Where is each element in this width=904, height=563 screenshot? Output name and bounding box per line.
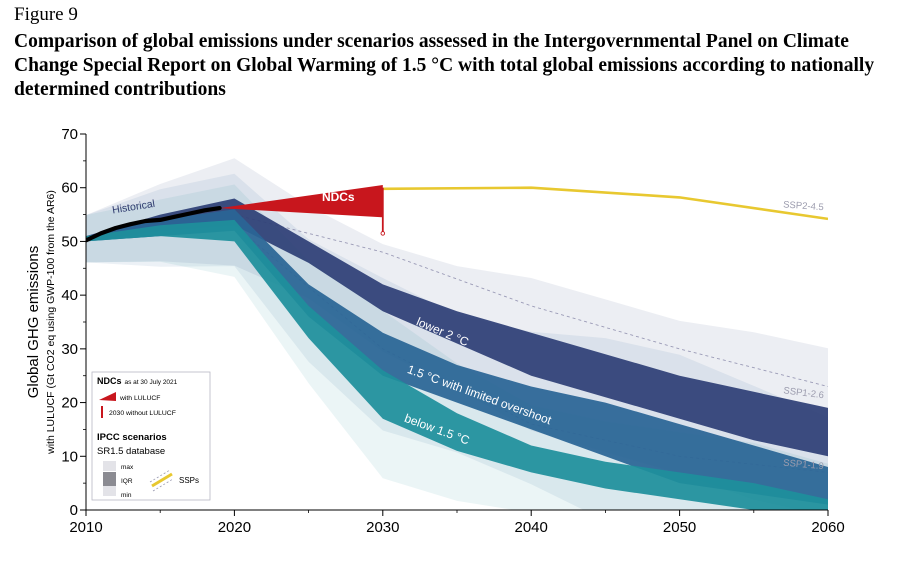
legend-ssp-swatch: [151, 472, 173, 488]
historical-line: [86, 206, 222, 243]
y-tick-label: 20: [61, 395, 78, 412]
legend: NDCs as at 30 July 2021 with LULUCF 2030 …: [91, 371, 211, 501]
ndc-wedge: [219, 185, 383, 218]
y-tick-label: 40: [61, 287, 78, 304]
legend-ndc-title-suffix: as at 30 July 2021: [125, 379, 178, 386]
legend-max-swatch: [103, 461, 116, 471]
legend-ndc-with-swatch: [99, 392, 116, 401]
legend-iqr-label: IQR: [121, 478, 133, 485]
figure-title: Comparison of global emissions under sce…: [14, 31, 875, 100]
ssp-line-ssp2-4-5: [382, 186, 828, 221]
legend-ndc-with-label: with LULUCF: [119, 395, 160, 402]
ssp-label-ssp2-4-5: SSP2-4.5: [783, 199, 824, 213]
x-tick-label: 2040: [515, 519, 548, 536]
legend-ipcc-sub: SR1.5 database: [97, 446, 165, 457]
x-tick-label: 2010: [69, 519, 102, 536]
y-tick-label: 70: [61, 126, 78, 143]
legend-min-swatch: [103, 486, 116, 496]
legend-ndc-title: NDCs as at 30 July 2021: [97, 376, 178, 386]
iqr-band-1-5-c-with-limited-overshoot: [86, 209, 828, 505]
figure-label: Figure 9: [14, 4, 78, 25]
x-tick-label: 2030: [366, 519, 399, 536]
ssp-line-ssp1-2-6: [234, 214, 828, 387]
legend-max-label: max: [121, 464, 134, 471]
legend-ssp-label: SSPs: [179, 476, 199, 485]
legend-ndc-title-main: NDCs: [97, 376, 122, 386]
ssp-label-ssp1-2-6: SSP1-2.6: [783, 385, 825, 401]
legend-min-label: min: [121, 492, 132, 499]
y-tick-label: 10: [61, 448, 78, 465]
legend-ipcc-title: IPCC scenarios: [97, 432, 167, 443]
ndc-without-lulucf-end: [380, 231, 386, 236]
iqr-band-lower-2-c: [86, 198, 828, 457]
ssp-label-ssp1-1-9: SSP1-1.9: [783, 458, 824, 473]
y-tick-label: 50: [61, 233, 78, 250]
legend-ndc-without-swatch: [101, 406, 103, 418]
x-tick-label: 2050: [663, 519, 696, 536]
y-tick-label: 0: [70, 502, 78, 519]
chart-labels: Global GHG emissions with LULUCF (Gt CO2…: [25, 190, 57, 455]
legend-iqr-swatch: [103, 472, 116, 486]
axes: SSP2-4.5SSP1-2.6SSP1-1.90102030405060702…: [61, 126, 844, 536]
x-tick-label: 2020: [218, 519, 251, 536]
legend-ndc-without-label: 2030 without LULUCF: [109, 410, 176, 417]
y-axis-title: Global GHG emissions: [25, 246, 42, 399]
y-tick-label: 30: [61, 341, 78, 358]
y-axis-subtitle: with LULUCF (Gt CO2 eq using GWP-100 fro…: [45, 190, 57, 455]
y-tick-label: 60: [61, 180, 78, 197]
x-tick-label: 2060: [811, 519, 844, 536]
ndc-label: NDCs: [322, 190, 355, 204]
